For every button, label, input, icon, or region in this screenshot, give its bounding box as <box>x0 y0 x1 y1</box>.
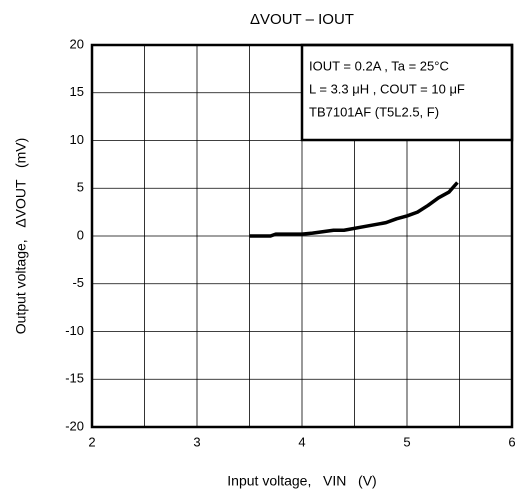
y-tick-label: -5 <box>72 275 84 290</box>
y-tick-label: 10 <box>70 132 84 147</box>
y-tick-label: -10 <box>65 323 84 338</box>
x-tick-label: 4 <box>298 434 305 449</box>
x-tick-label: 2 <box>88 434 95 449</box>
data-line <box>249 181 459 238</box>
annotation: L = 3.3 μH , COUT = 10 μF <box>309 81 465 96</box>
x-tick-label: 3 <box>193 434 200 449</box>
y-tick-label: 5 <box>77 180 84 195</box>
x-tick-label: 5 <box>403 434 410 449</box>
y-tick-label: -15 <box>65 371 84 386</box>
y-axis-label: Output voltage, ΔVOUT (mV) <box>13 138 29 335</box>
x-axis-label: Input voltage, VIN (V) <box>227 473 376 489</box>
x-tick-label: 6 <box>508 434 515 449</box>
annotation: TB7101AF (T5L2.5, F) <box>309 104 439 119</box>
y-tick-label: -20 <box>65 418 84 433</box>
y-tick-label: 0 <box>77 227 84 242</box>
y-tick-label: 15 <box>70 84 84 99</box>
chart-title: ΔVOUT – IOUT <box>250 11 354 28</box>
y-tick-label: 20 <box>70 36 84 51</box>
plot-frame <box>90 43 514 429</box>
annotation: IOUT = 0.2A , Ta = 25°C <box>309 58 449 73</box>
